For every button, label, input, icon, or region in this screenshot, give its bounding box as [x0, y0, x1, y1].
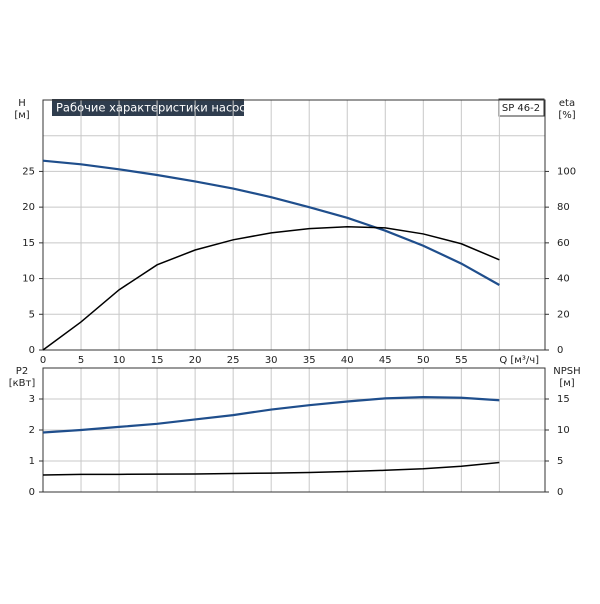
y-tick-label: 3 [29, 394, 35, 405]
x-tick-label: 55 [455, 355, 468, 366]
x-tick-label: 15 [151, 355, 164, 366]
y2-tick-label: 15 [557, 394, 570, 405]
y-tick-label: 5 [29, 309, 35, 320]
plot-frame [42, 99, 546, 351]
curve [42, 396, 500, 434]
y-axis-unit: [м] [14, 110, 29, 121]
x-tick-label: 45 [379, 355, 392, 366]
y2-tick-label: 5 [557, 456, 563, 467]
y-axis-unit: [кВт] [9, 378, 36, 389]
curve [42, 226, 500, 351]
y-tick-label: 2 [29, 425, 35, 436]
model-label: SP 46-2 [502, 103, 540, 114]
x-tick-label: Q [м³/ч] [499, 355, 539, 366]
y-axis-label: P2 [16, 366, 28, 377]
y-tick-label: 25 [22, 166, 35, 177]
x-tick-label: 25 [227, 355, 240, 366]
y-tick-label: 20 [22, 202, 35, 213]
x-tick-label: 40 [341, 355, 354, 366]
curve [42, 159, 500, 286]
y2-tick-label: 20 [557, 309, 570, 320]
x-tick-label: 30 [265, 355, 278, 366]
y-tick-label: 0 [29, 345, 35, 356]
y2-axis-unit: [%] [558, 110, 575, 121]
title-box [52, 99, 244, 116]
y2-tick-label: 80 [557, 202, 570, 213]
x-tick-label: 5 [78, 355, 84, 366]
y2-axis-label: eta [559, 98, 575, 109]
y-tick-label: 10 [22, 274, 35, 285]
x-tick-label: 35 [303, 355, 316, 366]
y-tick-label: 1 [29, 456, 35, 467]
y-axis-label: H [18, 98, 26, 109]
y2-tick-label: 10 [557, 425, 570, 436]
y2-tick-label: 100 [557, 166, 576, 177]
x-tick-label: 0 [40, 355, 46, 366]
curve [42, 461, 500, 476]
y2-tick-label: 0 [557, 487, 563, 498]
y2-tick-label: 40 [557, 274, 570, 285]
y-tick-label: 15 [22, 238, 35, 249]
x-tick-label: 50 [417, 355, 430, 366]
chart-title: Рабочие характеристики насоса [56, 101, 253, 115]
y2-axis-unit: [м] [559, 378, 574, 389]
x-tick-label: 20 [189, 355, 202, 366]
x-tick-label: 10 [113, 355, 126, 366]
y2-tick-label: 0 [557, 345, 563, 356]
y-tick-label: 0 [29, 487, 35, 498]
y2-axis-label: NPSH [553, 366, 580, 377]
plot-frame [42, 367, 546, 493]
y2-tick-label: 60 [557, 238, 570, 249]
